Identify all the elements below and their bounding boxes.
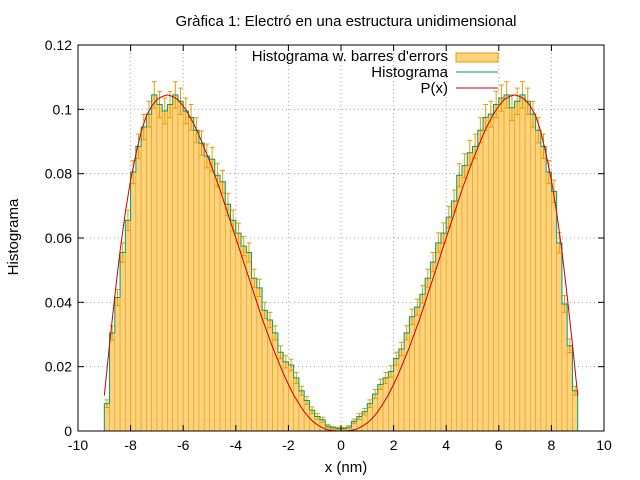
y-tick-label: 0.04 [45,294,72,310]
x-tick-label: 10 [596,437,612,453]
histogram-bars [104,94,579,432]
y-tick-label: 0.06 [45,230,72,246]
histogram-bar [472,146,479,432]
histogram-bar [177,100,184,432]
x-tick-label: -8 [124,437,137,453]
histogram-bar [172,94,179,432]
histogram-bar [482,117,489,432]
histogram-bar [288,364,294,432]
histogram-bar [272,332,279,432]
x-tick-label: -2 [282,437,295,453]
histogram-bar [188,117,195,432]
x-tick-label: 0 [337,437,345,453]
y-tick-label: 0.02 [45,359,72,375]
histogram-bar [493,104,500,432]
histogram-bar [267,319,273,432]
x-tick-label: -10 [68,437,88,453]
x-tick-label: 6 [495,437,503,453]
histogram-bar [203,155,210,432]
histogram-bar [566,345,573,432]
histogram-bar [498,97,505,432]
histogram-bar [224,203,231,432]
histogram-bar [167,104,173,432]
histogram-bar [193,129,200,432]
histogram-bar [524,100,531,432]
histogram-bar [388,371,394,432]
histogram-bar [130,171,137,432]
x-tick-label: -4 [230,437,243,453]
histogram-bar [209,158,216,432]
histogram-bar [530,113,536,432]
y-tick-label: 0.08 [45,166,72,182]
histogram-bar [503,94,510,432]
histogram-bar [293,377,300,432]
histogram-bar [487,113,494,432]
histogram-bar [435,242,442,432]
histogram-bar [551,191,557,432]
histogram-bar [519,94,526,432]
legend: Histograma w. barres d'errors Histograma… [252,48,499,97]
histogram-bar [461,165,468,432]
histogram-bar [403,332,410,432]
histogram-bar [282,361,289,432]
histogram-bar [235,232,242,432]
histogram-bar [509,107,515,432]
histogram-bar [119,252,126,432]
legend-label-errorbars: Histograma w. barres d'errors [252,48,448,65]
histogram-bar [556,242,563,432]
histogram-bar [466,152,473,432]
histogram-bar [156,104,163,432]
axis-ticks: -10 -8 -6 -4 -2 0 2 4 6 8 10 0 0.02 0.04 0.06 0.08 0.1 0.… [45,37,612,453]
y-tick-label: 0 [64,423,72,439]
histogram-bar [230,220,237,432]
histogram-bar [151,94,158,432]
x-tick-label: 4 [442,437,450,453]
histogram-bar [456,174,463,432]
histogram-bar [214,174,221,432]
histogram-bar [545,171,552,432]
histogram-bar [393,358,400,432]
histogram-bar [219,181,226,432]
y-tick-label: 0.12 [45,37,72,53]
histogram-bar [303,400,310,432]
histogram-bar [451,200,458,432]
histogram-bar [140,126,147,432]
histogram-bar [445,216,452,432]
histogram-bar [382,377,389,432]
histogram-bar [198,142,205,432]
histogram-bar [540,146,547,432]
histogram-bar [240,245,247,432]
x-tick-label: 2 [390,437,398,453]
histogram-bar [430,261,436,432]
histogram-bar [561,303,568,432]
histogram-bar [572,390,579,432]
legend-swatch-errorbars [455,52,499,63]
histogram-bar [109,332,116,432]
histogram-bar [114,297,121,432]
chart-title: Gràfica 1: Electró en una estructura uni… [175,13,516,30]
histogram-bar [182,110,189,432]
legend-label-histogram: Histograma [371,64,448,81]
histogram-bar [125,220,131,432]
histogram-bar [477,129,484,432]
histogram-bar [514,100,521,432]
x-tick-label: -6 [177,437,190,453]
histogram-bar [440,232,447,432]
histogram-bar [161,110,168,432]
histogram-bar [135,146,142,432]
legend-label-pdf: P(x) [421,80,449,97]
histogram-bar [146,113,152,432]
x-axis-label: x (nm) [325,459,368,476]
x-tick-label: 8 [548,437,556,453]
y-axis-label: Histograma [5,198,22,275]
y-tick-label: 0.1 [53,101,73,117]
histogram-bar [277,351,284,432]
histogram-bar [535,129,542,432]
histogram-bar [261,310,268,432]
